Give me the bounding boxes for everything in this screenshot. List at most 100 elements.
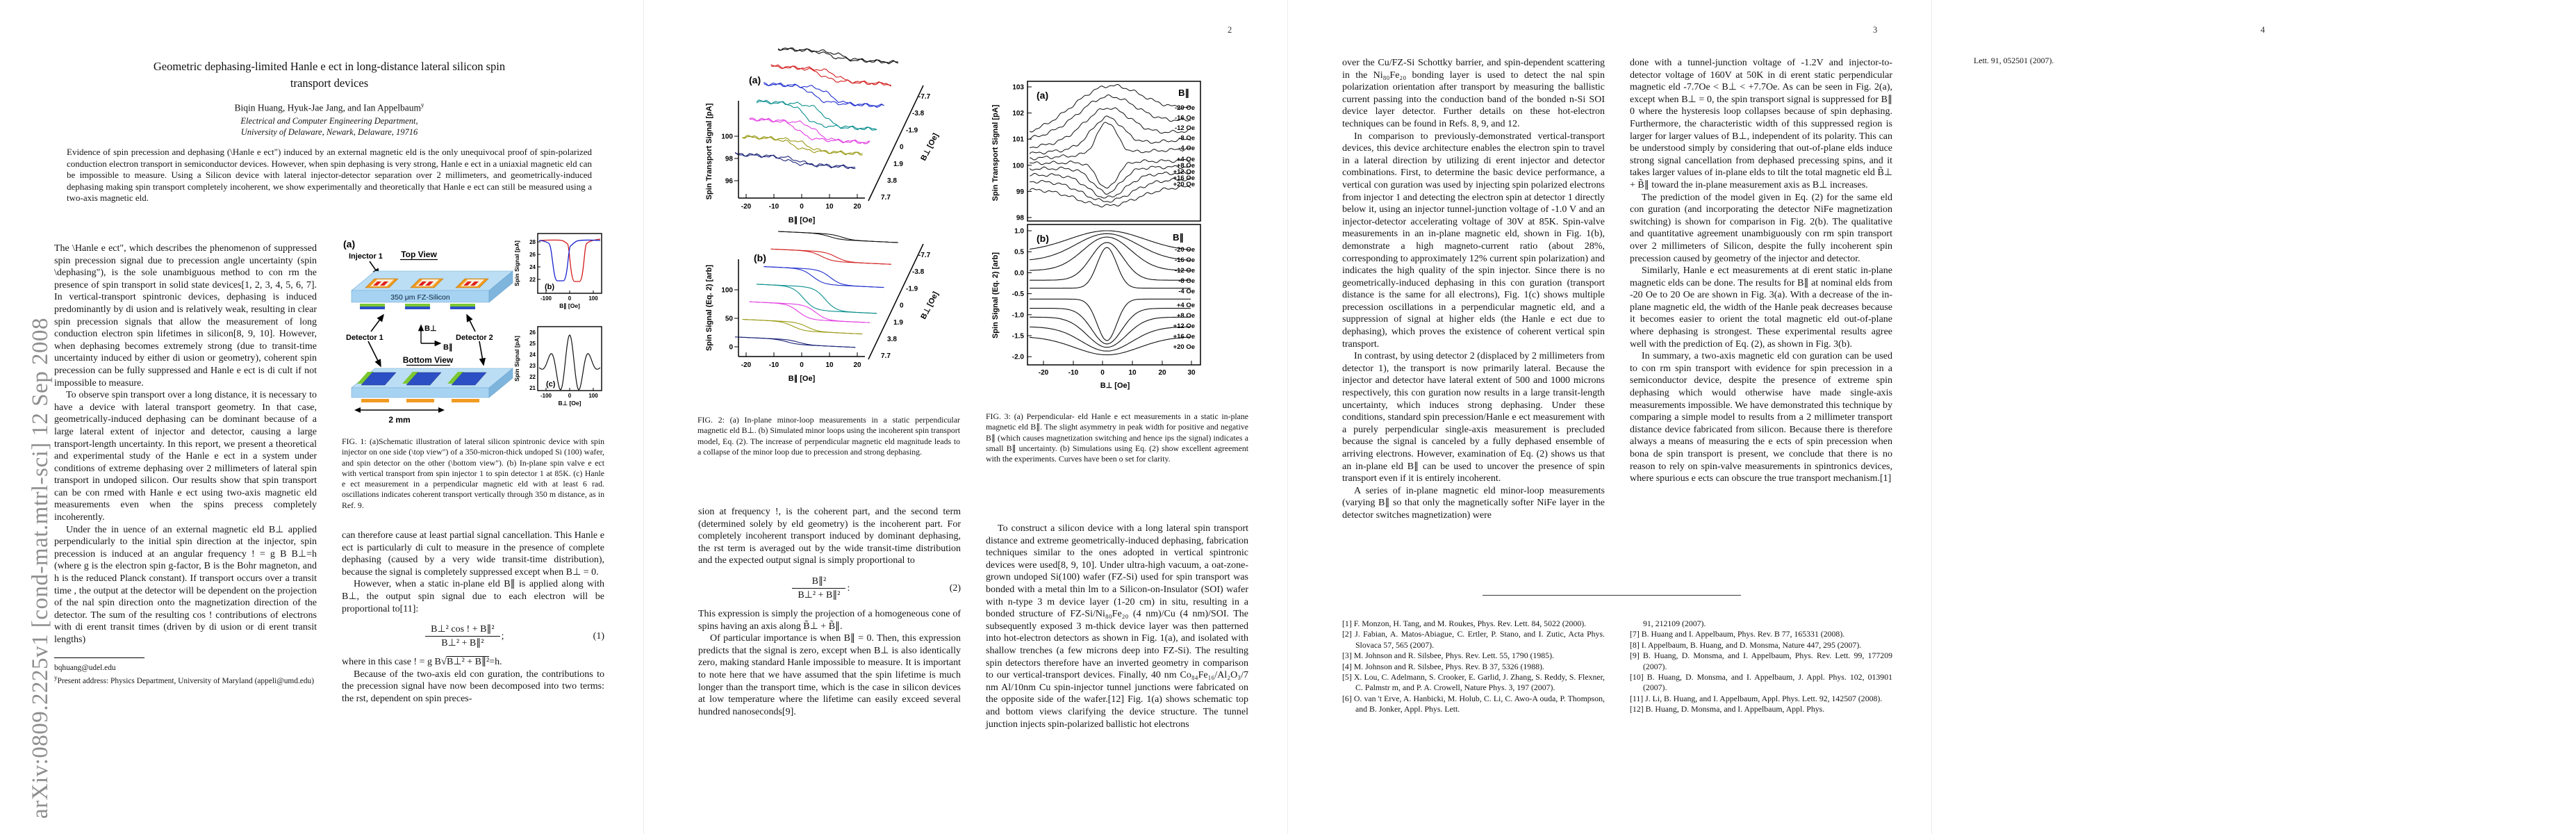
fig1b-xlabel: B∥ [Oe] <box>559 302 580 310</box>
fig3b-ylabel: Spin Signal (Eq. 2) [arb] <box>991 252 1000 338</box>
y-tick-label: -1.5 <box>1012 333 1025 341</box>
paragraph: In contrast, by using detector 2 (displa… <box>1342 351 1605 484</box>
injector-strips <box>361 399 479 402</box>
legend-label: -8 Oe <box>1178 135 1195 142</box>
fig3a-legend-title: B∥ <box>1178 88 1189 99</box>
ytick: 22 <box>529 374 536 380</box>
p4-reference-continuation-block: Lett. 91, 052501 (2007). <box>1974 56 2236 66</box>
ytick: 24 <box>529 352 536 358</box>
page-number: 2 <box>1228 25 1232 35</box>
x-tick-label: -10 <box>769 203 779 211</box>
figure-1: (a) Injector 1 Top View 350 μm FZ-Silico… <box>339 227 604 430</box>
page-number: 4 <box>2261 25 2265 35</box>
legend-label: -20 Oe <box>1175 246 1195 254</box>
hanle-simulated-curves <box>1029 230 1191 356</box>
paragraph: Of particular importance is when B∥ = 0.… <box>698 633 961 717</box>
p2-column-2: To construct a silicon device with a lon… <box>986 523 1248 730</box>
equation-1: B⊥² cos ! + B∥² B⊥² + B∥² ; (1) <box>342 623 604 649</box>
p3-column-2: done with a tunnel-junction voltage of -… <box>1630 57 1892 485</box>
x-tick-label: 20 <box>853 203 861 211</box>
legend-label: +20 Oe <box>1173 181 1195 188</box>
hanle-measured-curves <box>1029 83 1191 208</box>
p1-column-1: The \Hanle e ect", which describes the p… <box>54 243 317 687</box>
page-separator <box>1931 0 1932 834</box>
xtick: -100 <box>540 295 552 302</box>
fig1b-ylabel: Spin Signal [pA] <box>513 240 520 286</box>
y-tick-label: 98 <box>725 156 734 163</box>
y-tick-label: 100 <box>1012 162 1024 170</box>
legend-label: +4 Oe <box>1177 302 1195 309</box>
paper-title-line1: Geometric dephasing-limited Hanle e ect … <box>153 60 506 73</box>
references-rule <box>1483 595 1741 596</box>
ytick: 26 <box>529 329 536 336</box>
xtick: 0 <box>568 393 572 399</box>
reference-continuation: 91, 212109 (2007). <box>1643 619 1706 628</box>
fig2a-ylabel: Spin Transport Signal [pA] <box>705 103 713 199</box>
detector1-label: Detector 1 <box>346 334 383 342</box>
x-tick-label: -20 <box>1039 369 1049 377</box>
depth-tick-label: -7.7 <box>918 93 931 101</box>
depth-tick-label: 3.8 <box>887 336 897 343</box>
paragraph: Under the in uence of an external magnet… <box>54 524 317 645</box>
x-tick-label: -20 <box>741 203 752 211</box>
y-tick-label: 99 <box>1016 188 1025 196</box>
figure-2-caption-block: FIG. 2: (a) In-plane minor-loop measurem… <box>697 415 960 457</box>
y-tick-label: 103 <box>1012 84 1024 92</box>
hanle-oscillation-curve <box>538 334 601 391</box>
equation-2-numerator: B∥² <box>792 575 846 589</box>
top-slab-side <box>488 270 513 303</box>
arxiv-banner: arXiv:0809.2225v1 [cond-mat.mtrl-sci] 12… <box>28 317 53 819</box>
abstract: Evidence of spin precession and dephasin… <box>67 147 592 204</box>
fig2-panel-a: (a) Spin Transport Signal [pA] 1009896-2… <box>705 47 940 224</box>
x-tick-label: -10 <box>1068 369 1079 377</box>
depth-tick-label: -3.8 <box>912 110 925 117</box>
legend-label: -8 Oe <box>1178 277 1195 285</box>
panel-a-label: (a) <box>749 74 761 85</box>
fig3b-legend: -20 Oe -16 Oe -12 Oe -8 Oe -4 Oe +4 Oe +8 Oe +1… <box>1173 246 1195 351</box>
bottom-view-label: Bottom View <box>403 355 454 365</box>
legend-label: +4 Oe <box>1177 156 1195 163</box>
page-1: arXiv:0809.2225v1 [cond-mat.mtrl-sci] 12… <box>0 0 644 834</box>
reference-item: [12] B. Huang, D. Monsma, and I. Appelba… <box>1630 704 1825 714</box>
depth-tick-label: 7.7 <box>881 194 891 202</box>
legend-label: -12 Oe <box>1175 124 1195 132</box>
where-pre: where in this case ! = g B <box>342 657 441 668</box>
references-column-2: 91, 212109 (2007). [7] B. Huang and I. A… <box>1630 619 1892 715</box>
reference-continuation: Lett. 91, 052501 (2007). <box>1974 56 2054 65</box>
figure-3-caption: FIG. 3: (a) Perpendicular- eld Hanle e e… <box>986 411 1248 464</box>
footnote-mark: y <box>54 674 58 682</box>
paragraph: can therefore cause at least partial sig… <box>342 530 604 578</box>
figure-2-graphic: (a) Spin Transport Signal [pA] 1009896-2… <box>705 47 940 383</box>
p3-column-1: over the Cu/FZ-Si Schottky barrier, and … <box>1342 57 1605 522</box>
paragraph: To construct a silicon device with a lon… <box>986 523 1248 730</box>
depth-tick-label: -7.7 <box>918 252 931 259</box>
reference-item: [3] M. Johnson and R. Silsbee, Phys. Rev… <box>1342 651 1554 661</box>
affiliation-line2: University of Delaware, Newark, Delaware… <box>240 127 418 137</box>
legend-label: +16 Oe <box>1173 174 1195 182</box>
ytick: 28 <box>529 239 536 245</box>
figure-2: (a) Spin Transport Signal [pA] 100 98 96 -2… <box>672 19 971 412</box>
depth-tick-label: -3.8 <box>912 268 925 276</box>
y-tick-label: 50 <box>725 316 734 323</box>
x-tick-label: 20 <box>1158 369 1166 377</box>
legend-label: -20 Oe <box>1175 104 1195 112</box>
ytick: 23 <box>529 363 536 369</box>
fig1c-ylabel: Spin Signal [pA] <box>513 336 520 382</box>
legend-label: +8 Oe <box>1177 162 1195 170</box>
page-3: 3 over the Cu/FZ-Si Schottky barrier, an… <box>1288 0 1932 834</box>
figure-1-caption: FIG. 1: (a)Schematic illustration of lat… <box>342 436 604 510</box>
ytick: 26 <box>529 252 536 258</box>
fig1b-plot: Spin Signal [pA] 28 26 24 22 (b) -100 0 … <box>513 233 602 310</box>
fig2a-depth-label: B⊥ [Oe] <box>919 132 940 163</box>
reference-item: [5] X. Lou, C. Adelmann, S. Crooker, E. … <box>1342 672 1605 693</box>
fz-silicon-label: 350 μm FZ-Silicon <box>390 293 450 302</box>
legend-label: -12 Oe <box>1175 267 1195 275</box>
equation-1-number: (1) <box>593 630 604 641</box>
equation-1-denominator: B⊥² + B∥² <box>441 638 484 649</box>
device-schematic: (a) Injector 1 Top View 350 μm FZ-Silico… <box>343 238 513 425</box>
fig1c-plot: Spin Signal [pA] 26 25 24 23 22 21 (c) -… <box>513 326 602 407</box>
fig3b-ticks: 1.0 0.5 0.0 -0.5 -1.0 -1.5 -2.0 -20 -10 0 10 20 30 <box>1012 228 1196 377</box>
reference-item: [7] B. Huang and I. Appelbaum, Phys. Rev… <box>1630 629 1845 639</box>
page-2: 2 (a) Spin Transport Signal [pA] 100 98 96… <box>644 0 1288 834</box>
